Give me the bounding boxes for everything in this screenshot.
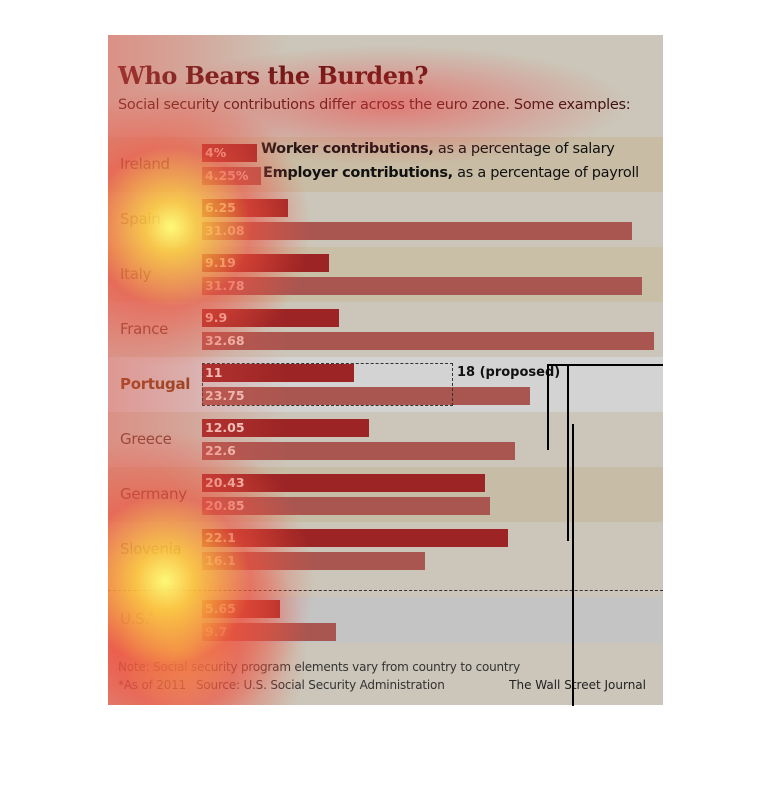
row-band [108, 597, 663, 643]
worker-legend: Worker contributions, as a percentage of… [261, 141, 615, 157]
worker-bar: 9.19 [202, 254, 330, 272]
artifact-line [572, 424, 574, 706]
worker-bar: 20.43 [202, 474, 485, 492]
legend-bold: Worker contributions, [261, 141, 434, 157]
employer-bar: 22.6 [202, 442, 515, 460]
artifact-line [548, 364, 663, 366]
artifact-line [567, 366, 569, 541]
chart-subtitle: Social security contributions differ acr… [118, 97, 631, 113]
worker-bar: 5.65 [202, 600, 281, 618]
worker-bar: 4% [202, 144, 258, 162]
employer-bar: 20.85 [202, 497, 491, 515]
artifact-line [547, 364, 549, 450]
credit-text: The Wall Street Journal [509, 678, 646, 692]
employer-bar: 9.7 [202, 623, 337, 641]
legend-text: as a percentage of salary [433, 141, 615, 157]
category-label: Portugal [120, 374, 191, 393]
employer-bar: 4.25% [202, 167, 261, 185]
category-label: France [120, 319, 169, 338]
employer-bar: 16.1 [202, 552, 425, 570]
as-of-text: *As of 2011 [118, 678, 186, 692]
employer-legend: Employer contributions, as a percentage … [263, 165, 639, 181]
proposed-label: 18 (proposed) [456, 365, 561, 380]
footnote-mark: * [148, 611, 154, 621]
employer-bar: 31.78 [202, 277, 642, 295]
category-label: Greece [120, 429, 172, 448]
category-label: Italy [120, 264, 152, 283]
legend-bold: Employer contributions, [263, 165, 453, 181]
worker-bar: 6.25 [202, 199, 289, 217]
us-divider [108, 590, 663, 591]
category-label: Spain [120, 209, 161, 228]
worker-bar: 9.9 [202, 309, 339, 327]
note-text: Note: Social security program elements v… [118, 660, 521, 674]
employer-bar: 32.68 [202, 332, 654, 350]
chart-title: Who Bears the Burden? [118, 61, 428, 90]
category-label: Slovenia [120, 539, 182, 558]
chart: Who Bears the Burden? Social security co… [108, 35, 663, 705]
category-label: U.S.* [120, 610, 154, 628]
legend-text: as a percentage of payroll [452, 165, 639, 181]
category-label: Ireland [120, 154, 170, 173]
source-text: Source: U.S. Social Security Administrat… [196, 678, 445, 692]
category-label: Germany [120, 484, 187, 503]
worker-bar: 12.05 [202, 419, 369, 437]
worker-bar: 22.1 [202, 529, 508, 547]
employer-bar: 31.08 [202, 222, 632, 240]
proposed-outline [202, 363, 453, 406]
